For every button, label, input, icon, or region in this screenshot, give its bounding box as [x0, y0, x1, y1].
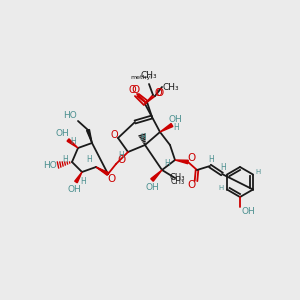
Text: methyl: methyl	[130, 74, 152, 80]
Text: O: O	[117, 155, 125, 165]
Text: H: H	[173, 124, 179, 133]
Text: O: O	[131, 85, 139, 95]
Polygon shape	[151, 170, 162, 181]
Polygon shape	[96, 167, 109, 175]
Text: O: O	[187, 180, 195, 190]
Text: HO: HO	[43, 160, 57, 169]
Text: OH: OH	[168, 115, 182, 124]
Text: OH: OH	[145, 182, 159, 191]
Polygon shape	[87, 130, 92, 143]
Text: H: H	[140, 133, 146, 142]
Polygon shape	[75, 172, 82, 183]
Text: O: O	[110, 130, 118, 140]
Text: O: O	[187, 153, 195, 163]
Text: H: H	[255, 169, 261, 175]
Text: H: H	[220, 164, 226, 172]
Text: CH₃: CH₃	[169, 173, 185, 182]
Text: H: H	[62, 155, 68, 164]
Text: O: O	[155, 88, 163, 98]
Text: HO: HO	[63, 110, 77, 119]
Text: OH: OH	[241, 206, 255, 215]
Text: H: H	[218, 184, 224, 190]
Text: CH₃: CH₃	[141, 71, 157, 80]
Text: H: H	[164, 158, 170, 167]
Text: O: O	[128, 85, 136, 95]
Text: O: O	[154, 88, 162, 98]
Polygon shape	[175, 160, 188, 164]
Text: OH: OH	[55, 128, 69, 137]
Text: H: H	[208, 155, 214, 164]
Polygon shape	[67, 139, 78, 148]
Text: CH₃: CH₃	[163, 82, 179, 91]
Text: CH₃: CH₃	[171, 178, 185, 187]
Text: OH: OH	[67, 184, 81, 194]
Text: H: H	[70, 137, 76, 146]
Text: H: H	[118, 151, 124, 160]
Text: H: H	[80, 178, 86, 187]
Text: H: H	[86, 155, 92, 164]
Text: O: O	[107, 174, 115, 184]
Polygon shape	[160, 124, 173, 132]
